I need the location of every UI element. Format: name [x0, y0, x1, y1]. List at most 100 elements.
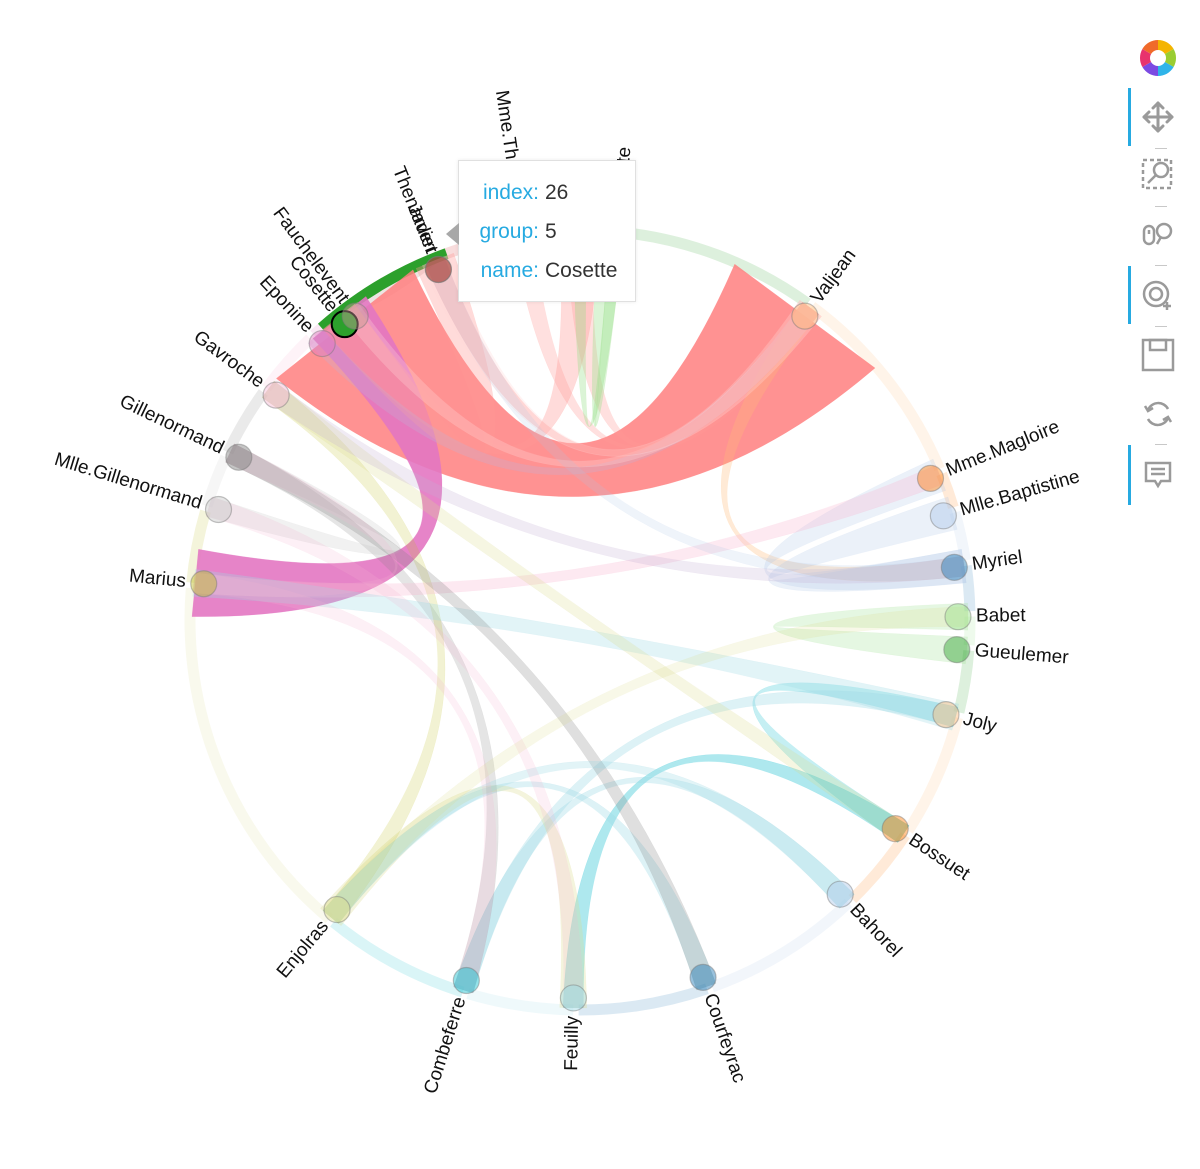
ring-arc-gueulemer — [953, 650, 975, 714]
chord-ribbon-28 — [421, 255, 822, 457]
hover-active-indicator — [1128, 445, 1131, 505]
node-cosette[interactable] — [330, 310, 359, 339]
save-icon[interactable] — [1138, 335, 1178, 375]
node-label-mlle-baptistine: Mlle.Baptistine — [958, 466, 1083, 520]
ring-arcs — [184, 224, 976, 1016]
node-bahorel[interactable] — [826, 880, 854, 908]
chord-ribbon-14 — [562, 754, 910, 1009]
node-label-babet: Babet — [976, 605, 1027, 626]
pan-icon[interactable] — [1138, 97, 1178, 137]
node-gillenormand[interactable] — [225, 443, 253, 471]
tooltip-name-value: Cosette — [545, 259, 618, 282]
node-courfeyrac[interactable] — [689, 963, 717, 992]
node-joly[interactable] — [932, 701, 960, 729]
chord-ribbon-10 — [768, 496, 967, 592]
node-babet[interactable] — [944, 603, 972, 631]
node-label-gueulemer: Gueulemer — [974, 640, 1070, 668]
node-javert[interactable] — [424, 255, 452, 284]
node-enjolras[interactable] — [323, 895, 351, 924]
ring-arc-bahorel — [710, 898, 853, 993]
pan-active-indicator — [1128, 88, 1131, 146]
node-gavroche[interactable] — [262, 381, 290, 409]
chord-ribbon-9 — [764, 458, 967, 590]
node-label-javert: Javert — [403, 201, 442, 258]
node-label-bahorel: Bahorel — [845, 900, 905, 962]
toolbar-separator — [1155, 148, 1167, 149]
tooltip-name-label: name: — [480, 259, 539, 282]
ring-arc-mlle-gillenormand — [201, 454, 231, 508]
ring-arc-marius — [186, 509, 211, 584]
ring-arc-babet — [963, 616, 976, 646]
node-markers — [190, 228, 972, 1012]
node-label-courfeyrac: Courfeyrac — [699, 991, 749, 1086]
tooltip-group-value: 5 — [545, 220, 557, 243]
node-label-mlle-gillenormand: Mlle.Gillenormand — [52, 449, 205, 514]
node-label-myriel: Myriel — [971, 547, 1024, 575]
chord-ribbon-32 — [424, 256, 820, 456]
hover-icon[interactable] — [1138, 455, 1178, 495]
ring-arc-courfeyrac — [578, 983, 709, 1016]
plot-toolbar — [1128, 30, 1188, 530]
ring-arc-enjolras — [184, 587, 333, 923]
ring-arc-myriel — [960, 564, 976, 612]
ring-arc-gavroche — [262, 334, 314, 392]
zoom-in-icon[interactable] — [1138, 275, 1178, 315]
chord-ribbon-4 — [512, 234, 820, 451]
node-bossuet[interactable] — [881, 815, 909, 843]
toolbar-separator — [1155, 265, 1167, 266]
node-marius[interactable] — [190, 570, 218, 598]
node-eponine[interactable] — [308, 329, 336, 358]
chord-ribbon-31 — [192, 572, 497, 994]
chord-ribbon-23 — [225, 443, 717, 991]
node-mme-magloire[interactable] — [916, 464, 945, 492]
node-label-enjolras: Enjolras — [273, 916, 333, 982]
node-fauchelevent[interactable] — [341, 302, 369, 330]
chord-ribbon-16 — [322, 781, 717, 991]
chord-ribbon-13 — [453, 690, 959, 994]
chord-ribbon-8 — [720, 301, 966, 582]
tooltip-index-value: 26 — [545, 181, 569, 204]
chord-ribbon-11 — [773, 602, 969, 665]
node-label-valjean: Valjean — [807, 245, 861, 307]
chord-ribbon-26 — [307, 301, 820, 475]
node-combeferre[interactable] — [452, 966, 480, 995]
ring-arc-mme-magloire — [936, 471, 959, 509]
ring-arc-valjean — [808, 302, 945, 472]
ring-arc-feuilly — [466, 988, 574, 1016]
toolbar-separator — [1155, 444, 1167, 445]
node-gueulemer[interactable] — [943, 636, 971, 664]
hover-tooltip: index: 26 group: 5 name: Cosette — [446, 160, 636, 302]
node-label-gillenormand: Gillenormand — [116, 391, 227, 459]
chord-ribbon-33 — [192, 443, 398, 597]
ring-arc-favourite — [616, 226, 811, 308]
ring-arc-combeferre — [330, 917, 465, 998]
chord-ribbon-1 — [191, 296, 443, 617]
chord-ribbon-12 — [752, 682, 959, 843]
node-mlle-baptistine[interactable] — [929, 502, 957, 530]
node-label-bossuet: Bossuet — [905, 829, 974, 885]
ring-arc-mlle-baptistine — [949, 510, 971, 562]
node-feuilly[interactable] — [559, 984, 588, 1012]
chord-ribbon-25 — [261, 380, 966, 584]
ring-arc-gillenormand — [223, 389, 268, 455]
chord-ribbon-17 — [320, 785, 588, 1009]
ring-arc-joly — [903, 716, 963, 834]
logo-icon[interactable] — [1138, 38, 1178, 78]
tooltip-index-label: index: — [482, 181, 539, 204]
reset-icon[interactable] — [1138, 394, 1178, 434]
node-thenardier[interactable] — [424, 255, 452, 284]
tooltip-arrow — [446, 223, 459, 245]
ring-arc-bossuet — [848, 832, 910, 904]
chord-ribbon-18 — [225, 443, 499, 994]
wheel-zoom-icon[interactable] — [1138, 214, 1178, 254]
node-label-marius: Marius — [128, 566, 187, 592]
chord-ribbon-15 — [453, 776, 855, 994]
node-mlle-gillenormand[interactable] — [204, 495, 233, 524]
node-myriel[interactable] — [940, 553, 968, 581]
box-zoom-icon[interactable] — [1138, 155, 1178, 195]
chord-ribbon-22 — [205, 443, 401, 555]
chord-ribbon-20 — [192, 464, 944, 598]
node-valjean[interactable] — [791, 302, 819, 330]
tooltip-group-label: group: — [479, 220, 539, 243]
chord-ribbon-27 — [340, 301, 820, 468]
